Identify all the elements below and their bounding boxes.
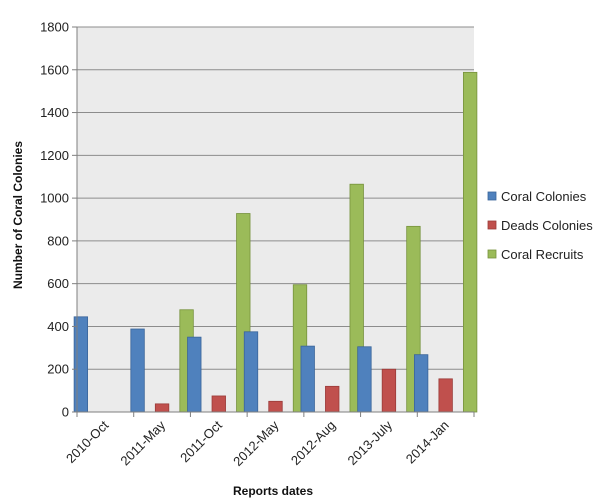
bar-coral-colonies <box>300 345 315 413</box>
legend-label: Coral Colonies <box>501 189 587 204</box>
y-tick-label: 600 <box>47 276 69 291</box>
legend-swatch <box>487 249 497 259</box>
x-tick-label: 2011-May <box>117 417 168 468</box>
bar-coral-recruits <box>462 71 478 413</box>
legend-label: Coral Recruits <box>501 247 584 262</box>
x-tick-label: 2013-July <box>345 417 396 468</box>
y-tick-label: 1000 <box>40 191 69 206</box>
bar-coral-colonies <box>73 316 89 413</box>
y-tick-labels: 0 200 400 600 800 1000 1200 1400 1600 1800 <box>40 20 77 420</box>
y-tick-label: 1800 <box>40 20 69 35</box>
bar-coral-colonies <box>187 336 202 413</box>
bar-deads-colonies <box>438 378 453 413</box>
legend-label: Deads Colonies <box>501 218 593 233</box>
y-tick-label: 1200 <box>40 148 69 163</box>
bar-deads-colonies <box>325 385 340 413</box>
bar-coral-colonies <box>357 346 372 413</box>
y-tick-label: 200 <box>47 362 69 377</box>
bar-deads-colonies <box>154 403 170 413</box>
y-axis-title: Number of Coral Colonies <box>11 141 25 289</box>
y-tick-label: 400 <box>47 319 69 334</box>
x-tick-label: 2011-Oct <box>177 417 225 465</box>
y-tick-label: 0 <box>62 405 69 420</box>
bar-coral-colonies <box>130 328 145 413</box>
bar-deads-colonies <box>381 368 397 413</box>
bar-coral-colonies <box>413 354 429 413</box>
x-tick-labels: 2010-Oct 2011-May 2011-Oct 2012-May 2012-Aug… <box>63 412 475 469</box>
bar-coral-colonies <box>243 331 259 413</box>
legend-swatch <box>487 191 497 201</box>
x-tick-label: 2012-May <box>230 417 282 469</box>
x-tick-label: 2010-Oct <box>63 417 112 466</box>
y-tick-label: 1600 <box>40 62 69 77</box>
x-axis-title: Reports dates <box>233 484 313 498</box>
y-tick-label: 800 <box>47 233 69 248</box>
bar-deads-colonies <box>268 400 283 413</box>
bar-deads-colonies <box>211 395 226 413</box>
legend: Coral Colonies Deads Colonies Coral Recrui… <box>487 189 593 262</box>
legend-swatch <box>487 220 497 230</box>
axes <box>76 27 474 413</box>
y-tick-label: 1400 <box>40 105 69 120</box>
x-tick-label: 2012-Aug <box>288 418 338 468</box>
x-tick-label: 2014-Jan <box>403 418 452 467</box>
